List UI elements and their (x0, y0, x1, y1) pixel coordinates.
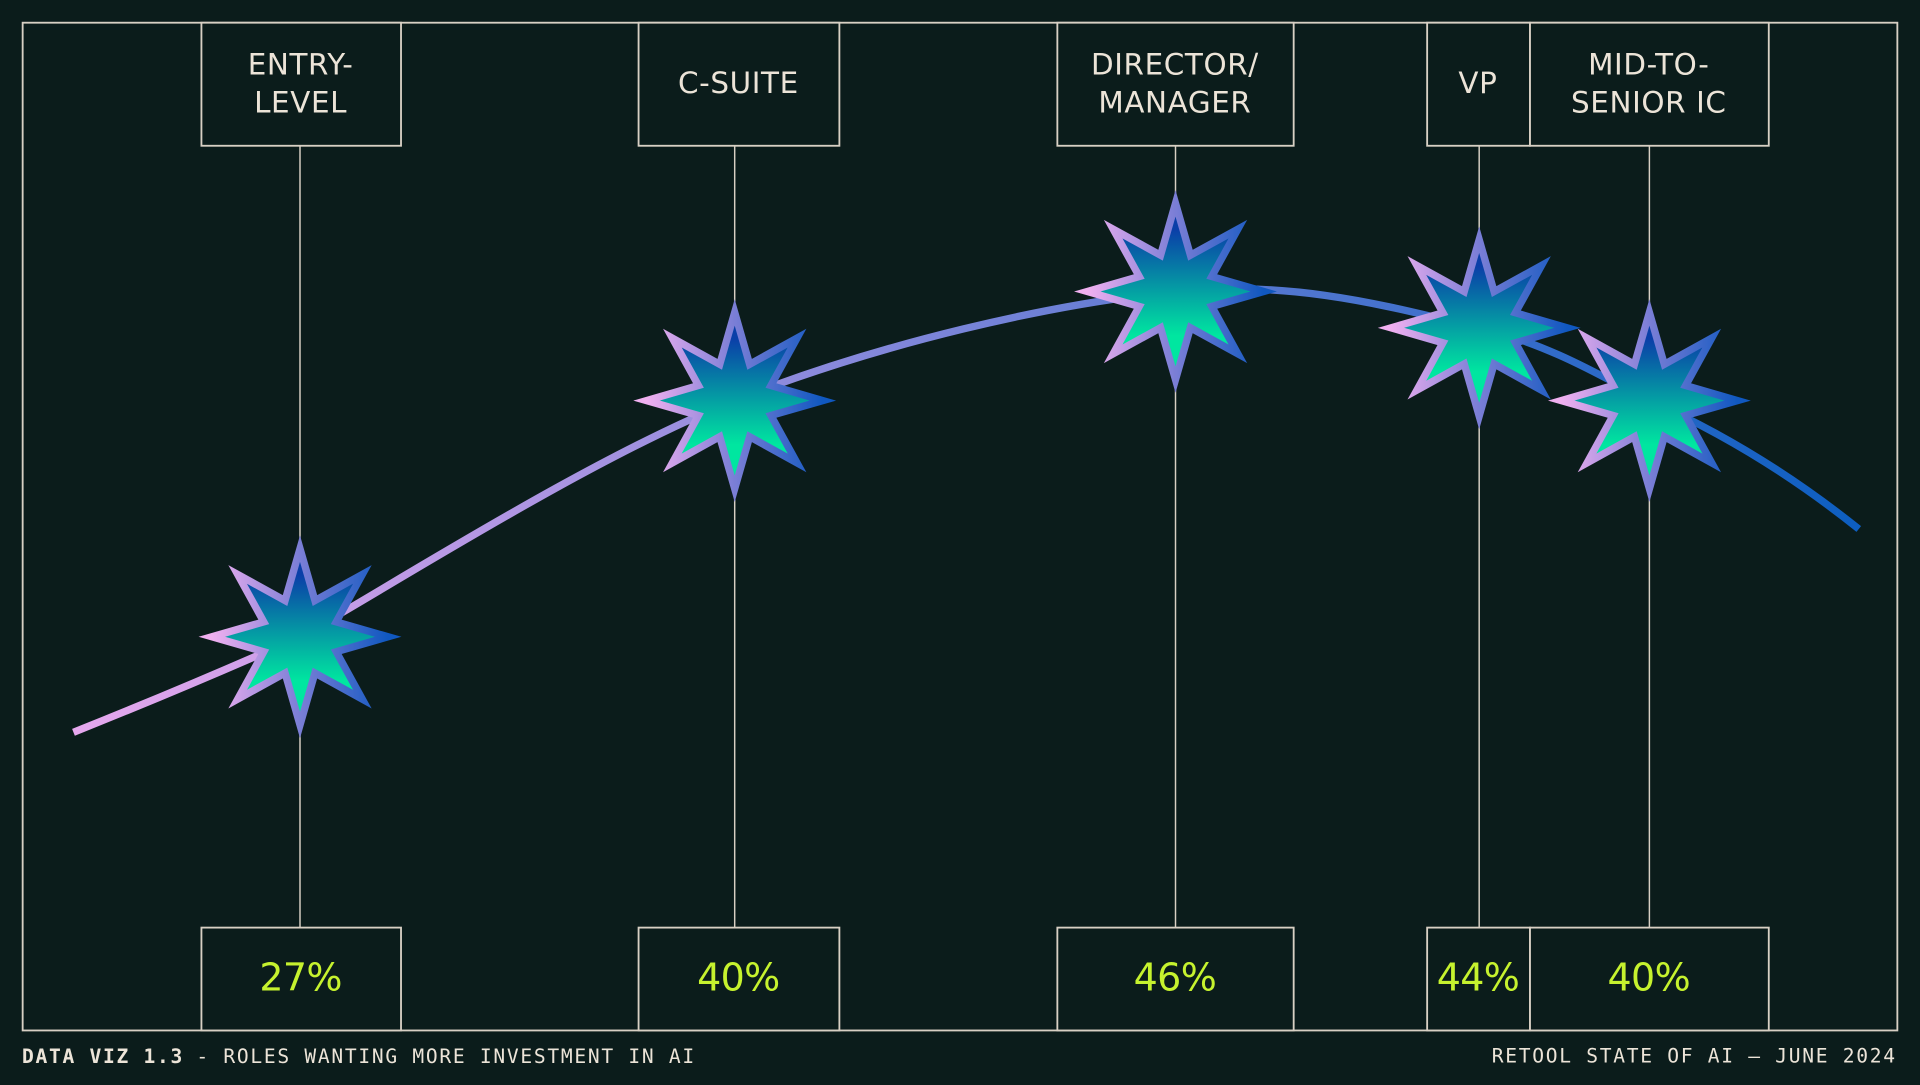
star-marker (1074, 190, 1277, 393)
frame (21, 21, 1899, 1032)
star-marker (1547, 299, 1751, 503)
label-frame (1529, 21, 1770, 147)
star-marker (633, 299, 837, 503)
category-label-box: VP (1458, 66, 1498, 101)
value-frame (1529, 926, 1770, 1032)
category-label-box: DIRECTOR/ MANAGER (1091, 47, 1259, 120)
category-label-box: C-SUITE (677, 66, 799, 101)
value-label: 46% (1133, 955, 1217, 1000)
value-label-box: 40% (1607, 955, 1691, 1000)
value-label: 40% (1607, 955, 1691, 1000)
label-frame (637, 21, 841, 147)
category-label: MID-TO- SENIOR IC (1571, 47, 1727, 120)
category-label: C-SUITE (677, 66, 799, 101)
value-label: 44% (1436, 955, 1520, 1000)
value-frame (200, 926, 402, 1032)
label-frame (1426, 21, 1531, 147)
category-label: DIRECTOR/ MANAGER (1091, 47, 1259, 120)
category-label: VP (1458, 66, 1498, 101)
footer-right: RETOOL STATE OF AI — JUNE 2024 (1492, 1044, 1897, 1067)
label-frame (1056, 21, 1295, 147)
value-label: 40% (697, 955, 780, 1000)
value-label-box: 40% (697, 955, 780, 1000)
footer-bold: DATA VIZ 1.3 (22, 1044, 184, 1067)
category-label-box: ENTRY- LEVEL (247, 47, 354, 120)
star-marker (198, 535, 402, 739)
value-frame (637, 926, 841, 1032)
footer-left: DATA VIZ 1.3 - ROLES WANTING MORE INVESTM… (22, 1044, 696, 1067)
label-frame (200, 21, 402, 147)
value-frame (1056, 926, 1295, 1032)
value-label-box: 44% (1436, 955, 1520, 1000)
value-frame (1426, 926, 1531, 1032)
value-label: 27% (259, 955, 342, 1000)
footer-subtitle: - ROLES WANTING MORE INVESTMENT IN AI (196, 1044, 696, 1067)
category-label-box: MID-TO- SENIOR IC (1571, 47, 1727, 120)
value-label-box: 27% (259, 955, 342, 1000)
value-label-box: 46% (1133, 955, 1217, 1000)
star-marker (1377, 226, 1581, 430)
category-label: ENTRY- LEVEL (247, 47, 354, 120)
